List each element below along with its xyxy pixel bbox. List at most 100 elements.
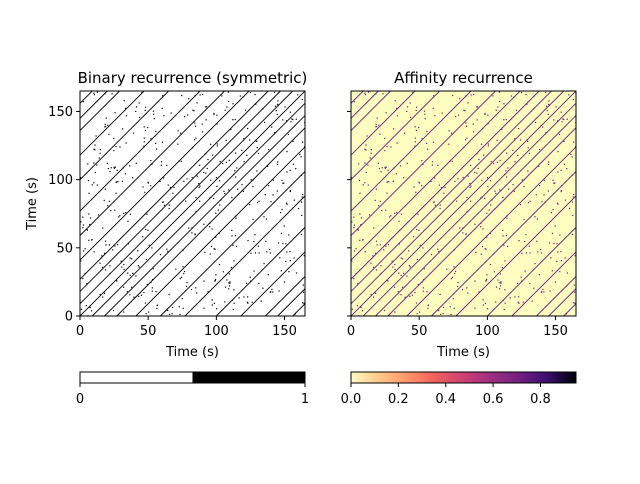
recurrence-point (450, 132, 453, 134)
recurrence-point (230, 266, 232, 269)
plot-frame (350, 90, 577, 317)
recurrence-point (236, 245, 238, 248)
recurrence-point (209, 197, 211, 199)
recurrence-point (132, 272, 134, 274)
recurrence-point (433, 201, 435, 203)
recurrence-point (219, 204, 221, 206)
recurrence-point (99, 149, 101, 151)
recurrence-point (535, 194, 537, 196)
recurrence-point (473, 93, 475, 96)
recurrence-point (215, 212, 217, 214)
recurrence-point (196, 292, 198, 294)
recurrence-point (99, 262, 101, 264)
recurrence-point (487, 114, 489, 116)
recurrence-point (450, 313, 452, 316)
recurrence-point (216, 123, 218, 125)
recurrence-point (571, 201, 574, 203)
recurrence-point (203, 171, 205, 174)
recurrence-diagonal (351, 91, 565, 305)
recurrence-point (418, 181, 420, 183)
recurrence-point (265, 218, 267, 220)
recurrence-point (288, 271, 290, 273)
recurrence-point (421, 159, 423, 162)
recurrence-point (570, 153, 572, 155)
recurrence-point (283, 225, 285, 227)
recurrence-point (151, 247, 153, 249)
recurrence-point (107, 124, 109, 126)
recurrence-point (499, 189, 501, 191)
recurrence-point (555, 106, 557, 108)
recurrence-point (514, 138, 516, 140)
recurrence-point (504, 289, 506, 291)
recurrence-point (416, 228, 418, 231)
recurrence-point (289, 169, 291, 171)
recurrence-point (256, 140, 258, 143)
recurrence-point (104, 125, 107, 128)
recurrence-point (89, 217, 92, 219)
recurrence-point (209, 226, 211, 228)
colorbar-tick-label: 0.2 (388, 392, 409, 407)
recurrence-point (282, 242, 284, 245)
recurrence-point (234, 235, 237, 237)
recurrence-point (371, 257, 373, 260)
recurrence-point (246, 154, 248, 156)
recurrence-point (486, 274, 488, 276)
recurrence-point (499, 159, 501, 162)
recurrence-point (206, 167, 208, 170)
recurrence-point (385, 245, 387, 247)
recurrence-point (388, 181, 390, 183)
recurrence-point (517, 296, 520, 298)
recurrence-point (112, 249, 114, 251)
recurrence-point (409, 116, 412, 118)
recurrence-point (168, 313, 171, 315)
recurrence-point (127, 220, 129, 222)
recurrence-point (105, 244, 107, 246)
recurrence-diagonal (351, 91, 416, 156)
recurrence-point (457, 285, 459, 287)
recurrence-point (480, 222, 482, 224)
recurrence-point (486, 236, 488, 238)
recurrence-point (156, 307, 158, 310)
recurrence-point (376, 117, 378, 119)
recurrence-diagonal (351, 91, 379, 119)
recurrence-point (395, 107, 398, 109)
recurrence-point (148, 244, 150, 246)
recurrence-point (439, 204, 441, 206)
recurrence-point (380, 272, 382, 275)
recurrence-point (480, 253, 482, 255)
recurrence-point (433, 95, 435, 97)
panel-title: Binary recurrence (symmetric) (78, 69, 308, 87)
recurrence-point (528, 245, 530, 247)
recurrence-point (80, 260, 82, 262)
recurrence-point (137, 264, 139, 267)
recurrence-point (113, 166, 115, 168)
recurrence-diagonal (431, 171, 576, 316)
recurrence-point (572, 214, 574, 217)
recurrence-point (409, 102, 411, 104)
recurrence-point (183, 270, 186, 273)
recurrence-point (557, 151, 559, 153)
recurrence-point (434, 115, 436, 117)
recurrence-point (302, 291, 305, 293)
recurrence-point (483, 154, 485, 156)
recurrence-point (361, 310, 364, 312)
recurrence-point (501, 128, 503, 131)
recurrence-point (386, 279, 388, 281)
recurrence-point (283, 182, 285, 184)
recurrence-point (284, 106, 286, 108)
recurrence-point (142, 236, 144, 238)
recurrence-point (526, 103, 528, 105)
recurrence-point (137, 250, 139, 252)
recurrence-point (481, 196, 483, 198)
recurrence-point (531, 300, 533, 302)
recurrence-point (364, 251, 366, 253)
recurrence-point (251, 301, 253, 303)
recurrence-point (269, 291, 271, 293)
recurrence-point (187, 114, 189, 116)
recurrence-point (462, 232, 464, 234)
recurrence-point (211, 299, 213, 301)
recurrence-point (102, 296, 104, 298)
binary-recurrence-panel: Binary recurrence (symmetric) 0 50 100 150 … (25, 69, 309, 407)
recurrence-point (247, 302, 249, 304)
recurrence-diagonal (184, 195, 305, 316)
